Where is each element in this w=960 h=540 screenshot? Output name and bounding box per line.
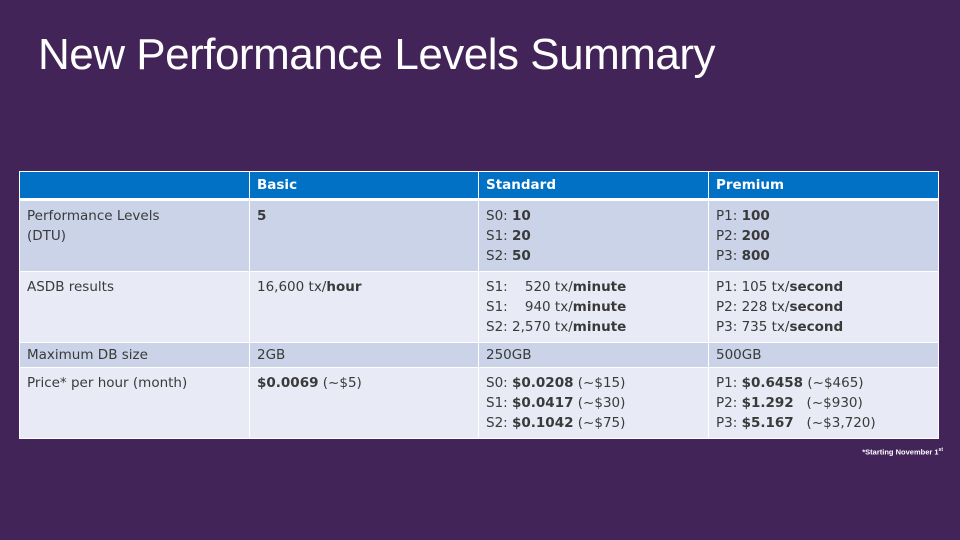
row-label-line: ASDB results <box>27 279 114 295</box>
cell-line: S1: 520 tx/minute <box>486 279 627 295</box>
row-label-line: Price* per hour (month) <box>27 375 188 391</box>
cell-line: 16,600 tx/hour <box>257 279 362 295</box>
cell-line: P1: 100 <box>716 208 770 224</box>
row-label-line: Performance Levels <box>27 208 160 224</box>
cell-line: $0.0069 (~$5) <box>257 375 362 391</box>
row-label-line: Maximum DB size <box>27 347 148 363</box>
footnote-text: *Starting November 1 <box>862 447 939 457</box>
cell-line: P3: $5.167 (~$3,720) <box>716 415 876 431</box>
header-cell-standard: Standard <box>478 171 709 201</box>
table-row-asdb-results: ASDB results 16,600 tx/hour S1: 520 tx/m… <box>19 271 939 343</box>
cell-line: P2: 200 <box>716 228 770 244</box>
standard-cell: 250GB <box>478 342 709 368</box>
basic-cell: 16,600 tx/hour <box>249 271 479 343</box>
row-label-cell: ASDB results <box>19 271 250 343</box>
cell-line: P3: 800 <box>716 248 770 264</box>
basic-cell: 2GB <box>249 342 479 368</box>
table-row-price: Price* per hour (month) $0.0069 (~$5) S0… <box>19 367 939 439</box>
cell-line: 2GB <box>257 347 286 363</box>
cell-line: S2: $0.1042 (~$75) <box>486 415 626 431</box>
performance-levels-table: Basic Standard Premium Performance Level… <box>19 171 939 439</box>
cell-line: S0: 10 <box>486 208 531 224</box>
table-row-max-db-size: Maximum DB size 2GB 250GB 500GB <box>19 342 939 368</box>
header-cell-premium: Premium <box>708 171 939 201</box>
row-label-cell: Price* per hour (month) <box>19 367 250 439</box>
footnote-superscript: st <box>938 447 943 453</box>
table-row-performance-levels: Performance Levels (DTU) 5 S0: 10 S1: 20… <box>19 199 939 272</box>
premium-cell: 500GB <box>708 342 939 368</box>
cell-line: S2: 2,570 tx/minute <box>486 319 627 335</box>
basic-cell: $0.0069 (~$5) <box>249 367 479 439</box>
cell-line: S1: $0.0417 (~$30) <box>486 395 626 411</box>
premium-cell: P1: 100 P2: 200 P3: 800 <box>708 199 939 272</box>
standard-cell: S1: 520 tx/minute S1: 940 tx/minute S2: … <box>478 271 709 343</box>
footnote: *Starting November 1st <box>862 447 943 457</box>
cell-line: P1: 105 tx/second <box>716 279 844 295</box>
cell-line: P1: $0.6458 (~$465) <box>716 375 864 391</box>
cell-line: S2: 50 <box>486 248 531 264</box>
row-label-line: (DTU) <box>27 228 67 244</box>
cell-line: 250GB <box>486 347 532 363</box>
table-header-row: Basic Standard Premium <box>19 171 939 201</box>
slide-title: New Performance Levels Summary <box>38 30 716 79</box>
standard-cell: S0: 10 S1: 20 S2: 50 <box>478 199 709 272</box>
header-cell-basic: Basic <box>249 171 479 201</box>
basic-cell: 5 <box>249 199 479 272</box>
cell-line: P2: 228 tx/second <box>716 299 844 315</box>
cell-line: S1: 940 tx/minute <box>486 299 627 315</box>
header-cell-empty <box>19 171 250 201</box>
row-label-cell: Maximum DB size <box>19 342 250 368</box>
row-label-cell: Performance Levels (DTU) <box>19 199 250 272</box>
cell-line: P2: $1.292 (~$930) <box>716 395 863 411</box>
cell-line: S1: 20 <box>486 228 531 244</box>
cell-line: 5 <box>257 208 267 224</box>
cell-line: P3: 735 tx/second <box>716 319 844 335</box>
premium-cell: P1: 105 tx/second P2: 228 tx/second P3: … <box>708 271 939 343</box>
cell-line: S0: $0.0208 (~$15) <box>486 375 626 391</box>
standard-cell: S0: $0.0208 (~$15) S1: $0.0417 (~$30) S2… <box>478 367 709 439</box>
cell-line: 500GB <box>716 347 762 363</box>
premium-cell: P1: $0.6458 (~$465) P2: $1.292 (~$930) P… <box>708 367 939 439</box>
